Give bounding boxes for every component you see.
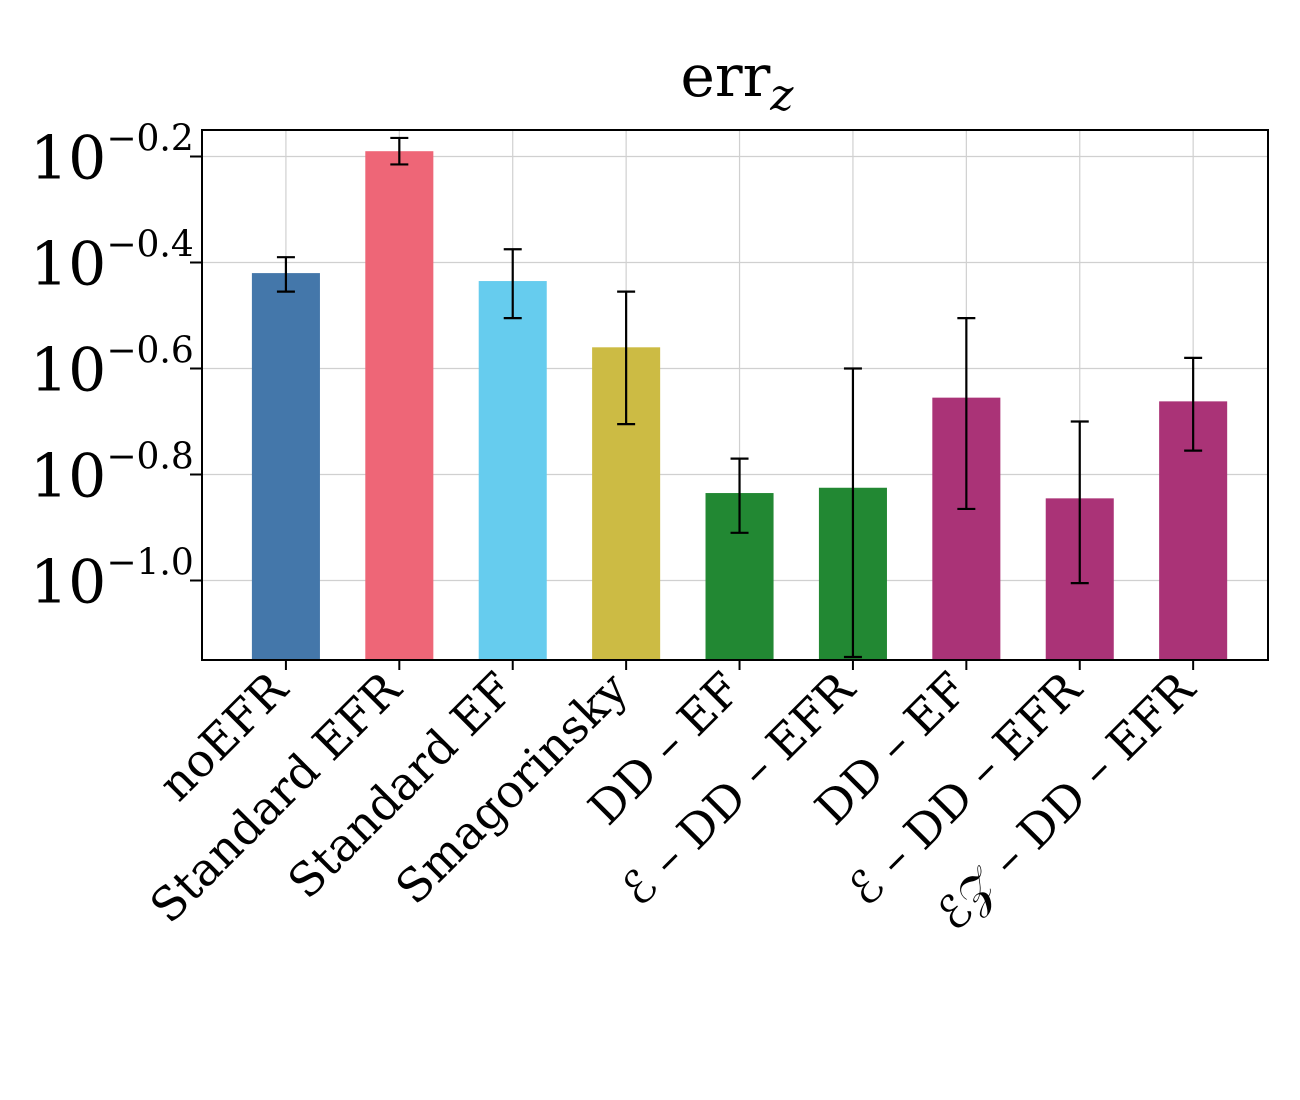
y-tick-label: 10−0.8: [30, 437, 194, 512]
y-tick-label: 10−0.6: [30, 331, 194, 406]
y-tick-base: 10: [30, 548, 106, 618]
y-tick-exponent: −0.4: [106, 225, 193, 266]
y-tick-label: 10−1.0: [30, 543, 194, 618]
bar: [251, 273, 320, 660]
y-tick-base: 10: [30, 230, 106, 300]
y-tick-exponent: −0.8: [106, 437, 193, 478]
y-tick-exponent: −0.2: [106, 119, 193, 160]
y-tick-label: 10−0.2: [30, 119, 194, 194]
y-tick-base: 10: [30, 124, 106, 194]
y-tick-label: 10−0.4: [30, 225, 194, 300]
y-tick-base: 10: [30, 442, 106, 512]
errors-layer: [276, 136, 1203, 659]
title-subscript: z: [769, 70, 794, 121]
chart-title: errz: [681, 42, 795, 121]
title-main: err: [681, 42, 771, 110]
bar: [478, 281, 547, 660]
y-tick-exponent: −1.0: [106, 543, 193, 584]
bar: [365, 151, 434, 660]
title-layer: errz: [681, 42, 795, 121]
plot-frame: [201, 129, 1269, 661]
y-tick-exponent: −0.6: [106, 331, 193, 372]
y-tick-base: 10: [30, 336, 106, 406]
